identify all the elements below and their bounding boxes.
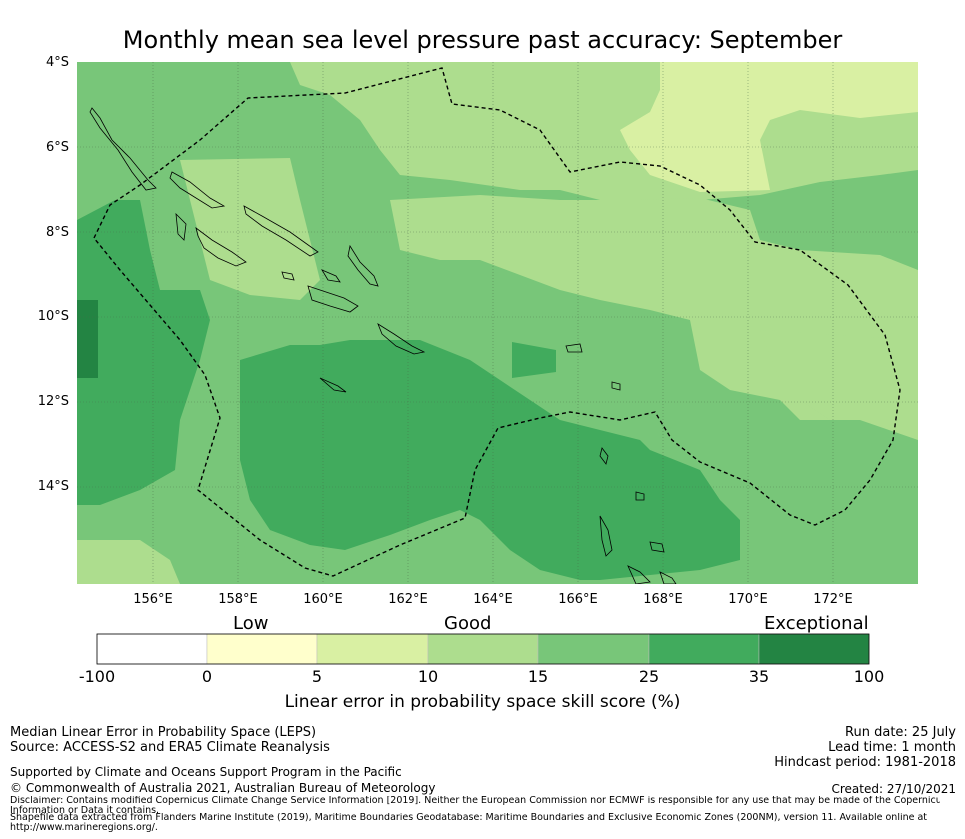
created-date: Created: 27/10/2021 — [831, 782, 956, 796]
shapefile-line: http://www.marineregions.org/. — [10, 822, 158, 833]
lon-label: 164°E — [473, 592, 513, 607]
footer-disclaimer: Disclaimer: Contains modified Copernicus… — [10, 796, 940, 816]
colorbar-category: Exceptional — [764, 613, 869, 634]
colorbar-category: Good — [444, 613, 492, 634]
lead-time: Lead time: 1 month — [828, 740, 956, 755]
colorbar-tick: 15 — [527, 667, 549, 686]
colorbar-swatch — [427, 633, 539, 665]
lat-label: 6°S — [45, 140, 69, 155]
lon-label: 160°E — [303, 592, 343, 607]
colorbar-swatch — [206, 633, 318, 665]
footer-supported: Supported by Climate and Oceans Support … — [10, 765, 402, 779]
hindcast-period: Hindcast period: 1981-2018 — [774, 755, 956, 770]
lat-label: 10°S — [37, 309, 69, 324]
lon-label: 166°E — [558, 592, 598, 607]
colorbar-swatch — [758, 633, 870, 665]
lon-label: 158°E — [218, 592, 258, 607]
disclaimer-line: Disclaimer: Contains modified Copernicus… — [10, 796, 940, 806]
colorbar-swatch — [96, 633, 208, 665]
footer-shapefile: Shapefile data extracted from Flanders M… — [10, 813, 940, 833]
run-date: Run date: 25 July — [845, 725, 956, 740]
colorbar-swatch — [537, 633, 650, 665]
colorbar-tick: 35 — [748, 667, 770, 686]
colorbar-category: Low — [233, 613, 269, 634]
colorbar-tick: 100 — [853, 667, 885, 686]
colorbar-tick: 25 — [638, 667, 660, 686]
eez-boundary — [93, 67, 901, 577]
colorbar-tick: 0 — [201, 667, 213, 686]
colorbar-swatch — [648, 633, 760, 665]
skill-field — [77, 62, 918, 584]
lat-label: 8°S — [45, 225, 69, 240]
lat-label: 14°S — [37, 479, 69, 494]
graticule — [77, 62, 918, 584]
footer-source: Source: ACCESS-S2 and ERA5 Climate Reana… — [10, 740, 330, 755]
colorbar-tick: 5 — [311, 667, 323, 686]
lat-label: 12°S — [37, 394, 69, 409]
lon-label: 172°E — [813, 592, 853, 607]
colorbar-tick: 10 — [417, 667, 439, 686]
colorbar — [96, 633, 870, 665]
shapefile-line: Shapefile data extracted from Flanders M… — [10, 813, 928, 823]
colorbar-swatch — [316, 633, 429, 665]
colorbar-tick: -100 — [78, 667, 116, 686]
lon-label: 162°E — [388, 592, 428, 607]
colorbar-label: Linear error in probability space skill … — [284, 692, 681, 712]
map-title: Monthly mean sea level pressure past acc… — [122, 26, 843, 54]
coastlines — [89, 107, 677, 584]
footer-method: Median Linear Error in Probability Space… — [10, 725, 317, 740]
lon-label: 170°E — [728, 592, 768, 607]
lon-label: 156°E — [133, 592, 173, 607]
footer-copyright: © Commonwealth of Australia 2021, Austra… — [10, 781, 436, 795]
lon-label: 168°E — [643, 592, 683, 607]
disclaimer-line: Information or Data it contains. — [10, 805, 160, 816]
lat-label: 4°S — [45, 55, 69, 70]
